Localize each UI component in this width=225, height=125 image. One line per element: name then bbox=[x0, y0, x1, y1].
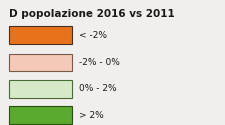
Text: > 2%: > 2% bbox=[79, 110, 104, 120]
Text: < -2%: < -2% bbox=[79, 30, 107, 40]
Text: -2% - 0%: -2% - 0% bbox=[79, 58, 120, 67]
Text: D popolazione 2016 vs 2011: D popolazione 2016 vs 2011 bbox=[9, 9, 175, 19]
Text: 0% - 2%: 0% - 2% bbox=[79, 84, 116, 93]
FancyBboxPatch shape bbox=[9, 26, 72, 44]
FancyBboxPatch shape bbox=[9, 80, 72, 98]
FancyBboxPatch shape bbox=[9, 106, 72, 124]
FancyBboxPatch shape bbox=[9, 54, 72, 71]
